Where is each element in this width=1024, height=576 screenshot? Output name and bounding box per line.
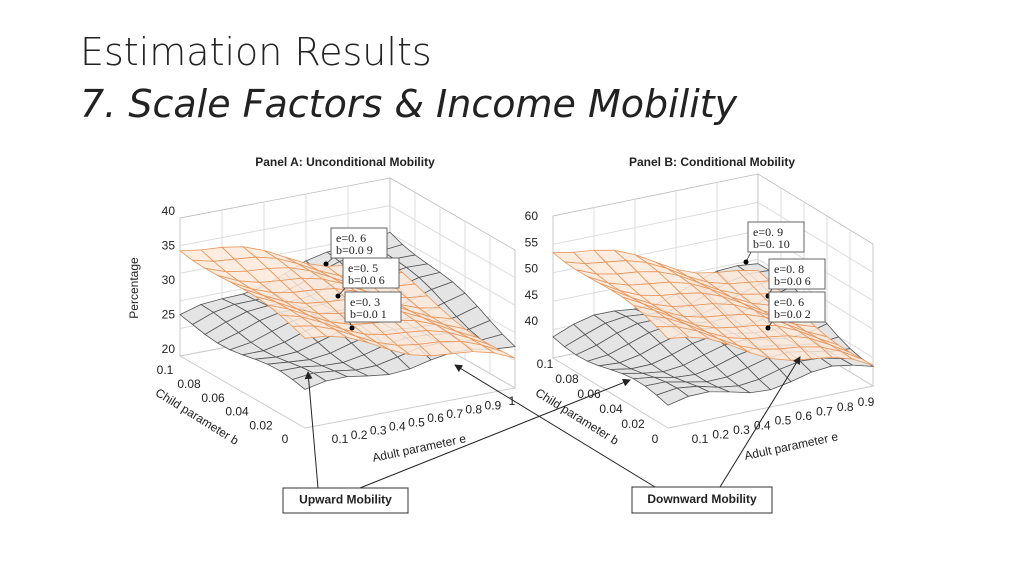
mesh-cell [655, 387, 690, 406]
b-tick-label: 0.02 [249, 418, 273, 432]
b-tick-label: 0.1 [537, 357, 554, 371]
e-tick-label: 0.8 [465, 403, 482, 417]
e-tick-label: 0.2 [712, 428, 729, 442]
callout-arrow [719, 356, 801, 488]
datatip-b: b=0.0 1 [350, 307, 387, 321]
e-tick-label: 0.7 [816, 404, 833, 418]
datatip-box [330, 227, 388, 259]
mesh-cell [291, 325, 327, 339]
callout-box [631, 486, 773, 514]
b-tick-label: 0.1 [157, 363, 174, 377]
slide-subtitle: 7. Scale Factors & Income Mobility [80, 82, 738, 126]
e-tick-label: 0.9 [858, 395, 875, 409]
b-tick-label: 0 [652, 432, 659, 446]
wall-grid [552, 201, 759, 245]
b-tick-label: 0.04 [599, 402, 623, 416]
datatip-e: e=0. 6 [336, 231, 366, 245]
wall-grid [179, 205, 391, 247]
surface-plot [178, 177, 517, 429]
datatip-b: b=0.0 9 [336, 243, 373, 257]
datatip-point [323, 261, 329, 267]
wall-grid [389, 232, 516, 306]
datatip-box [344, 291, 402, 323]
datatip-box [768, 291, 826, 323]
z-tick-label: 30 [162, 273, 176, 287]
e-tick-label: 0.4 [389, 420, 406, 434]
callout-arrow [359, 378, 631, 489]
e-tick-label: 0.6 [427, 411, 444, 425]
datatip-box [342, 257, 400, 289]
z-tick-label: 45 [525, 288, 539, 302]
b-tick-label: 0.06 [201, 391, 225, 405]
wall-grid [757, 201, 874, 273]
callout-arrow [304, 371, 319, 489]
datatip-box [747, 221, 805, 253]
callout-box [282, 487, 409, 514]
e-tick-label: 0.6 [795, 409, 812, 423]
datatip-b: b=0.0 6 [348, 273, 385, 287]
z-axis-label: Percentage [127, 257, 141, 319]
e-tick-label: 0.1 [332, 432, 349, 446]
datatip-b: b=0. 10 [753, 237, 790, 251]
slide-title: Estimation Results [80, 30, 432, 74]
z-tick-label: 40 [525, 314, 539, 328]
e-axis-label: Adult parameter e [743, 429, 840, 463]
b-tick-label: 0.08 [177, 377, 201, 391]
z-tick-label: 55 [525, 235, 539, 249]
datatip-point [765, 325, 771, 331]
z-tick-label: 25 [162, 308, 176, 322]
datatip-e: e=0. 9 [753, 225, 783, 239]
panel-title: Panel B: Conditional Mobility [629, 155, 795, 169]
z-tick-label: 20 [162, 342, 176, 356]
datatip-b: b=0.0 6 [774, 274, 811, 288]
e-tick-label: 0.4 [754, 418, 771, 432]
datatip-point [349, 325, 355, 331]
datatip-e: e=0. 8 [774, 262, 804, 276]
e-tick-label: 0.3 [733, 423, 750, 437]
e-tick-label: 1 [509, 394, 516, 408]
e-tick-label: 0.5 [408, 415, 425, 429]
datatip-point [335, 293, 341, 299]
e-tick-label: 0.1 [692, 432, 709, 446]
b-tick-label: 0 [282, 432, 289, 446]
e-tick-label: 0.8 [837, 400, 854, 414]
wall-grid [389, 205, 516, 279]
datatip-b: b=0.0 2 [774, 307, 811, 321]
callout-label: Downward Mobility [647, 492, 757, 506]
e-tick-label: 0.7 [446, 407, 463, 421]
b-tick-label: 0.06 [577, 387, 601, 401]
datatip-e: e=0. 5 [348, 261, 378, 275]
b-tick-label: 0.04 [225, 405, 249, 419]
mesh-cell [655, 326, 690, 339]
z-tick-label: 60 [525, 209, 539, 223]
callout-arrow [454, 364, 656, 488]
datatip-e: e=0. 6 [774, 295, 804, 309]
datatip-box [768, 258, 826, 290]
z-tick-label: 35 [162, 239, 176, 253]
b-tick-label: 0.08 [555, 372, 579, 386]
z-tick-label: 40 [162, 204, 176, 218]
datatip-e: e=0. 3 [350, 295, 380, 309]
e-tick-label: 0.3 [370, 424, 387, 438]
b-tick-label: 0.02 [621, 417, 645, 431]
e-tick-label: 0.9 [485, 398, 502, 412]
z-tick-label: 50 [525, 262, 539, 276]
callout-label: Upward Mobility [299, 493, 392, 507]
datatip-point [743, 259, 749, 265]
e-tick-label: 0.5 [775, 414, 792, 428]
e-tick-label: 0.2 [351, 428, 368, 442]
panel-title: Panel A: Unconditional Mobility [255, 155, 435, 169]
